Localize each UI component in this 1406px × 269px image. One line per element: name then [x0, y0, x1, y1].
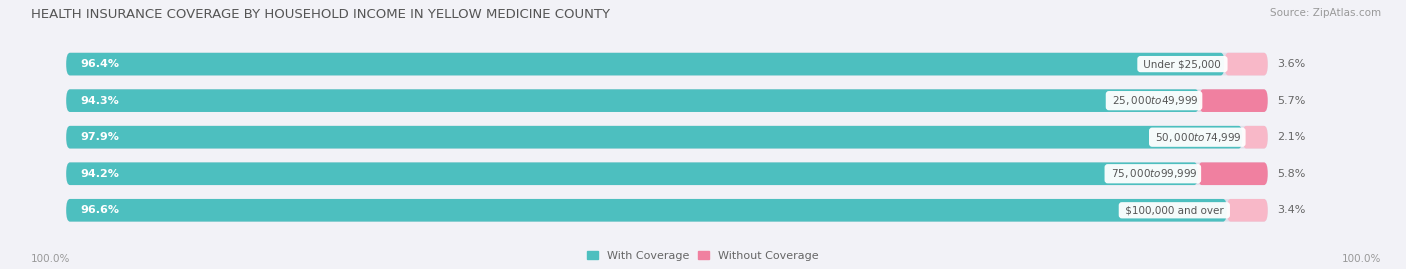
- Text: 2.1%: 2.1%: [1277, 132, 1306, 142]
- Text: 96.6%: 96.6%: [80, 205, 120, 215]
- Text: 3.6%: 3.6%: [1277, 59, 1306, 69]
- Text: HEALTH INSURANCE COVERAGE BY HOUSEHOLD INCOME IN YELLOW MEDICINE COUNTY: HEALTH INSURANCE COVERAGE BY HOUSEHOLD I…: [31, 8, 610, 21]
- Text: 3.4%: 3.4%: [1277, 205, 1306, 215]
- Text: 100.0%: 100.0%: [1341, 254, 1381, 264]
- FancyBboxPatch shape: [1227, 199, 1268, 222]
- FancyBboxPatch shape: [66, 126, 1243, 148]
- FancyBboxPatch shape: [66, 89, 1199, 112]
- FancyBboxPatch shape: [1198, 162, 1268, 185]
- Text: 5.8%: 5.8%: [1277, 169, 1306, 179]
- Legend: With Coverage, Without Coverage: With Coverage, Without Coverage: [588, 251, 818, 261]
- Text: Source: ZipAtlas.com: Source: ZipAtlas.com: [1270, 8, 1381, 18]
- Text: $75,000 to $99,999: $75,000 to $99,999: [1108, 167, 1198, 180]
- FancyBboxPatch shape: [1225, 53, 1268, 75]
- FancyBboxPatch shape: [66, 199, 1268, 222]
- Text: $100,000 and over: $100,000 and over: [1122, 205, 1227, 215]
- FancyBboxPatch shape: [66, 53, 1225, 75]
- Text: 94.3%: 94.3%: [80, 96, 120, 106]
- Text: $50,000 to $74,999: $50,000 to $74,999: [1152, 131, 1243, 144]
- Text: 94.2%: 94.2%: [80, 169, 120, 179]
- FancyBboxPatch shape: [66, 89, 1268, 112]
- Text: 96.4%: 96.4%: [80, 59, 120, 69]
- FancyBboxPatch shape: [66, 53, 1268, 75]
- FancyBboxPatch shape: [1243, 126, 1268, 148]
- Text: Under $25,000: Under $25,000: [1140, 59, 1225, 69]
- Text: $25,000 to $49,999: $25,000 to $49,999: [1109, 94, 1199, 107]
- Text: 5.7%: 5.7%: [1277, 96, 1306, 106]
- FancyBboxPatch shape: [66, 162, 1198, 185]
- Text: 97.9%: 97.9%: [80, 132, 120, 142]
- Text: 100.0%: 100.0%: [31, 254, 70, 264]
- FancyBboxPatch shape: [66, 162, 1268, 185]
- FancyBboxPatch shape: [66, 199, 1227, 222]
- FancyBboxPatch shape: [1199, 89, 1268, 112]
- FancyBboxPatch shape: [66, 126, 1268, 148]
